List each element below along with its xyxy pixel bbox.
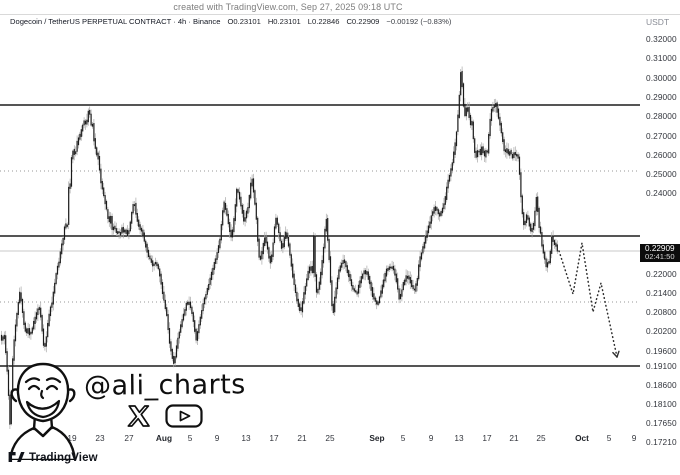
ohlc-close: C0.22909 [346, 17, 380, 26]
horizontal-levels [0, 104, 640, 367]
time-tick: 25 [536, 433, 546, 443]
price-tick: 0.25000 [646, 169, 677, 179]
time-tick: 19 [67, 433, 77, 443]
time-tick: 5 [606, 433, 612, 443]
price-axis[interactable]: USDT 0.32000 0.31000 0.30000 0.29000 0.28000… [640, 15, 680, 447]
time-tick: 13 [454, 433, 464, 443]
time-tick: 27 [124, 433, 134, 443]
price-tick: 0.32000 [646, 34, 677, 44]
price-tick: 0.18600 [646, 380, 677, 390]
price-tick: 0.27000 [646, 131, 677, 141]
price-tick: 0.31000 [646, 53, 677, 63]
time-tick: 13 [241, 433, 251, 443]
price-tick: 0.29000 [646, 92, 677, 102]
time-tick: 17 [269, 433, 279, 443]
time-tick: Aug [155, 433, 173, 443]
price-axis-currency: USDT [646, 17, 670, 27]
price-tick: 0.19100 [646, 361, 677, 371]
time-tick: 9 [631, 433, 637, 443]
price-tick: 0.26000 [646, 150, 677, 160]
time-tick: 5 [187, 433, 193, 443]
x-twitter-icon [127, 405, 151, 427]
ohlc-change: −0.00192 (−0.83%) [386, 17, 452, 26]
price-tick: 0.22000 [646, 269, 677, 279]
time-tick: Oct [575, 433, 589, 443]
tradingview-logo-text: TradingView [29, 451, 98, 464]
price-tick: 0.17650 [646, 418, 677, 428]
time-tick: Sep [369, 433, 385, 443]
chart-legend: Dogecoin / TetherUS PERPETUAL CONTRACT ·… [10, 17, 451, 26]
cartoon-face-avatar [8, 362, 77, 460]
time-tick: 9 [428, 433, 434, 443]
last-price-value: 0.22909 [645, 243, 675, 253]
price-tick: 0.24000 [646, 188, 677, 198]
price-tick: 0.28000 [646, 111, 677, 121]
tradingview-logo-icon [8, 452, 25, 463]
ohlc-low: L0.22846 [307, 17, 340, 26]
author-watermark: @ali_charts [6, 360, 246, 460]
time-axis[interactable]: 19 23 27 Aug 5 9 13 17 21 25 Sep 5 9 13 17 21 25 Oct 5 9 [0, 430, 640, 446]
price-tick: 0.17210 [646, 437, 677, 447]
time-tick: 17 [482, 433, 492, 443]
time-tick: 23 [95, 433, 105, 443]
tradingview-logo[interactable]: TradingView [8, 451, 98, 464]
header-divider [0, 14, 680, 15]
watermark-handle: @ali_charts [83, 369, 246, 402]
youtube-icon [165, 404, 204, 428]
time-tick: 5 [400, 433, 406, 443]
ohlc-high: H0.23101 [267, 17, 301, 26]
price-tick: 0.20200 [646, 326, 677, 336]
symbol-title[interactable]: Dogecoin / TetherUS PERPETUAL CONTRACT ·… [10, 17, 221, 26]
price-tick: 0.20800 [646, 307, 677, 317]
attribution-text: created with TradingView.com, Sep 27, 20… [173, 2, 403, 12]
price-tick: 0.30000 [646, 73, 677, 83]
price-tick: 0.19600 [646, 346, 677, 356]
time-tick: 21 [297, 433, 307, 443]
last-price-label: 0.22909 02:41:50 [640, 244, 680, 262]
price-tick: 0.21400 [646, 288, 677, 298]
time-tick: 21 [509, 433, 519, 443]
time-tick: 25 [325, 433, 335, 443]
time-tick: 9 [214, 433, 220, 443]
bar-countdown: 02:41:50 [645, 252, 675, 262]
projection-zigzag-arrow [558, 242, 620, 358]
candle-bodies [0, 70, 558, 425]
price-tick: 0.18100 [646, 399, 677, 409]
ohlc-open: O0.23101 [227, 17, 261, 26]
